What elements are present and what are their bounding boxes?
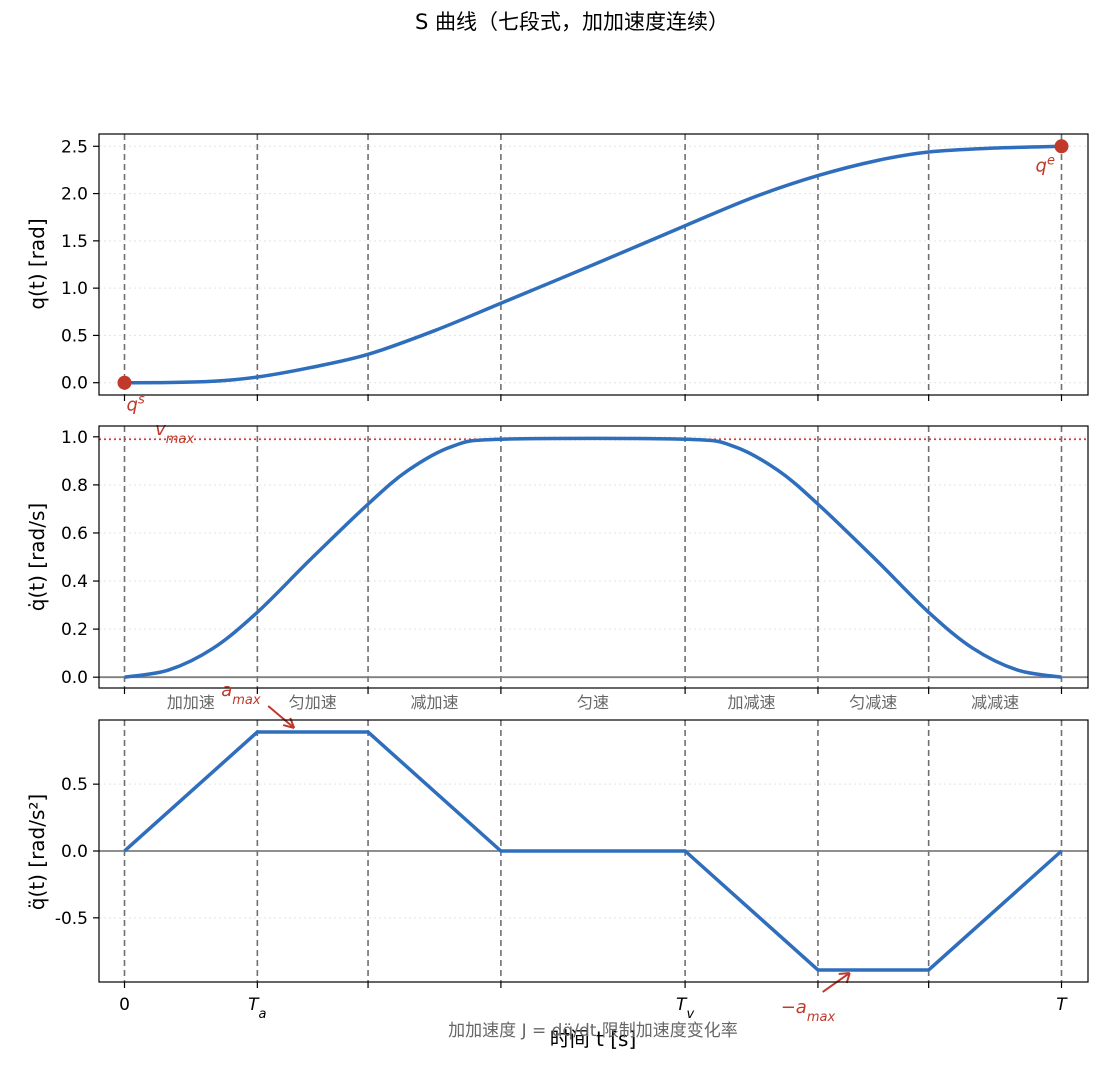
x-tick-labels: 0 Ta Tv T <box>119 995 1068 1022</box>
velocity-y-label: q̇(t) [rad/s] <box>25 503 49 611</box>
chart-title: S 曲线（七段式，加加速度连续） <box>415 10 729 34</box>
y-tick-label: 0.4 <box>61 572 88 592</box>
velocity-axes-frame <box>98 425 1089 689</box>
y-tick-label: 1.0 <box>61 428 88 448</box>
y-tick-label: 0.6 <box>61 524 88 544</box>
acceleration-axes-frame <box>98 719 1089 983</box>
acceleration-y-label: q̈(t) [rad/s²] <box>25 794 49 910</box>
y-tick-label: 0.0 <box>61 842 88 862</box>
x-axis-label: 时间 t [s] <box>550 1027 637 1051</box>
amax-annotation: amax <box>221 680 261 708</box>
y-tick-label: 1.0 <box>61 279 88 299</box>
x-tick-label: Tv <box>676 995 694 1022</box>
y-tick-label: 0.8 <box>61 476 88 496</box>
x-tick-label: 0 <box>119 995 130 1015</box>
phase-label: 加减速 <box>728 693 776 712</box>
q-end-annotation: qe <box>1036 153 1055 177</box>
phase-labels: 加加速 匀加速 减加速 匀速 加减速 匀减速 减减速 <box>167 693 1019 712</box>
position-curve <box>124 144 1062 385</box>
phase-label: 匀速 <box>577 693 609 712</box>
acceleration-curve <box>123 730 1063 972</box>
y-tick-label: 0.5 <box>61 326 88 346</box>
y-tick-label: 2.0 <box>61 185 88 205</box>
y-tick-label: 1.5 <box>61 232 88 252</box>
phase-label: 减减速 <box>971 693 1019 712</box>
velocity-panel: 0.0 0.2 0.4 0.6 0.8 1.0 vmax q̇(t) [rad/s] 加加… <box>25 419 1089 712</box>
y-tick-label: 0.0 <box>61 668 88 688</box>
position-axes-frame <box>98 133 1089 396</box>
y-tick-label: 2.5 <box>61 137 88 157</box>
start-point-marker <box>117 375 132 390</box>
velocity-curve <box>124 436 1062 679</box>
neg-amax-annotation: −amax <box>781 997 836 1025</box>
x-tick-label: Ta <box>248 995 266 1022</box>
phase-label: 匀减速 <box>849 693 897 712</box>
x-tick-label: T <box>1056 995 1068 1015</box>
phase-label: 匀加速 <box>289 693 337 712</box>
phase-label: 减加速 <box>410 693 458 712</box>
y-tick-label: -0.5 <box>55 909 88 929</box>
vmax-annotation: vmax <box>155 419 194 447</box>
y-tick-label: 0.0 <box>61 374 88 394</box>
acceleration-panel: 0.5 0.0 -0.5 amax −amax q̈(t) [rad/s²] <box>25 680 1089 1025</box>
y-tick-label: 0.2 <box>61 620 88 640</box>
q-start-annotation: qs <box>127 392 145 416</box>
position-panel: 0.0 0.5 1.0 1.5 2.0 2.5 qs qe q(t) [rad] <box>25 133 1089 416</box>
y-tick-label: 0.5 <box>61 775 88 795</box>
end-point-marker <box>1054 139 1069 154</box>
jerk-footnote: 加加速度 J = dq̈/dt 限制加速度变化率 <box>448 1021 738 1041</box>
phase-label: 加加速 <box>167 693 215 712</box>
position-y-label: q(t) [rad] <box>25 218 49 309</box>
